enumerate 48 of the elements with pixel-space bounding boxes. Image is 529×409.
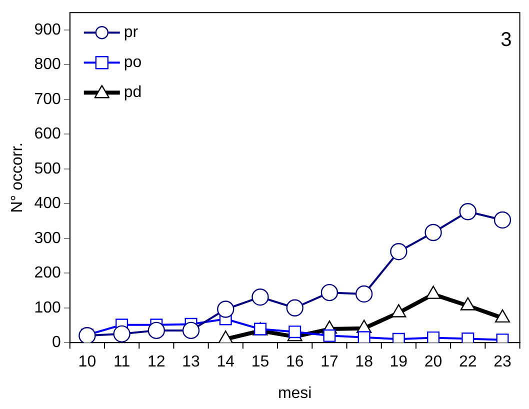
- x-tick-label: 23: [494, 354, 512, 371]
- legend-label: po: [124, 54, 142, 72]
- point: [424, 224, 442, 242]
- x-tick-label: 17: [320, 354, 338, 371]
- point: [427, 331, 440, 343]
- y-tick-label: 400: [34, 195, 61, 212]
- point: [252, 288, 269, 306]
- point: [78, 327, 96, 343]
- point: [113, 325, 130, 343]
- y-tick-label: 800: [34, 56, 61, 74]
- x-tick-label: 20: [424, 354, 442, 371]
- x-tick-label: 13: [182, 354, 200, 371]
- legend-label: pr: [124, 24, 139, 42]
- point: [355, 285, 373, 303]
- y-tick-label: 300: [34, 230, 61, 247]
- y-tick-label: 600: [34, 126, 61, 143]
- point: [494, 211, 512, 229]
- legend-label: pd: [124, 84, 142, 102]
- x-tick-label: 22: [458, 354, 477, 371]
- y-tick-label: 0: [52, 334, 61, 352]
- x-tick-label: 10: [78, 354, 96, 371]
- point: [390, 242, 408, 260]
- y-tick-label: 100: [34, 299, 61, 316]
- point: [459, 203, 476, 220]
- y-tick-label: 200: [34, 264, 61, 282]
- point: [217, 300, 234, 318]
- x-tick-label: 19: [390, 354, 408, 371]
- y-tick-label: 900: [34, 21, 61, 38]
- point: [182, 322, 200, 340]
- y-tick-label: 700: [34, 90, 61, 108]
- x-tick-label: 18: [355, 354, 374, 371]
- x-tick-label: 12: [148, 354, 166, 371]
- point: [392, 332, 405, 343]
- x-tick-label: 11: [114, 354, 130, 371]
- point: [286, 299, 304, 316]
- y-axis-title: N° occorr.: [9, 142, 26, 213]
- x-axis-title: mesi: [278, 384, 312, 402]
- point: [148, 322, 166, 340]
- y-tick-label: 500: [34, 160, 61, 178]
- point: [358, 331, 370, 343]
- x-tick-label: 14: [216, 354, 235, 371]
- point: [323, 329, 336, 342]
- point: [288, 326, 302, 338]
- x-tick-label: 16: [286, 354, 304, 371]
- x-tick-label: 15: [251, 354, 270, 371]
- point: [320, 284, 338, 302]
- annotation: 3: [500, 29, 512, 52]
- point: [462, 332, 474, 343]
